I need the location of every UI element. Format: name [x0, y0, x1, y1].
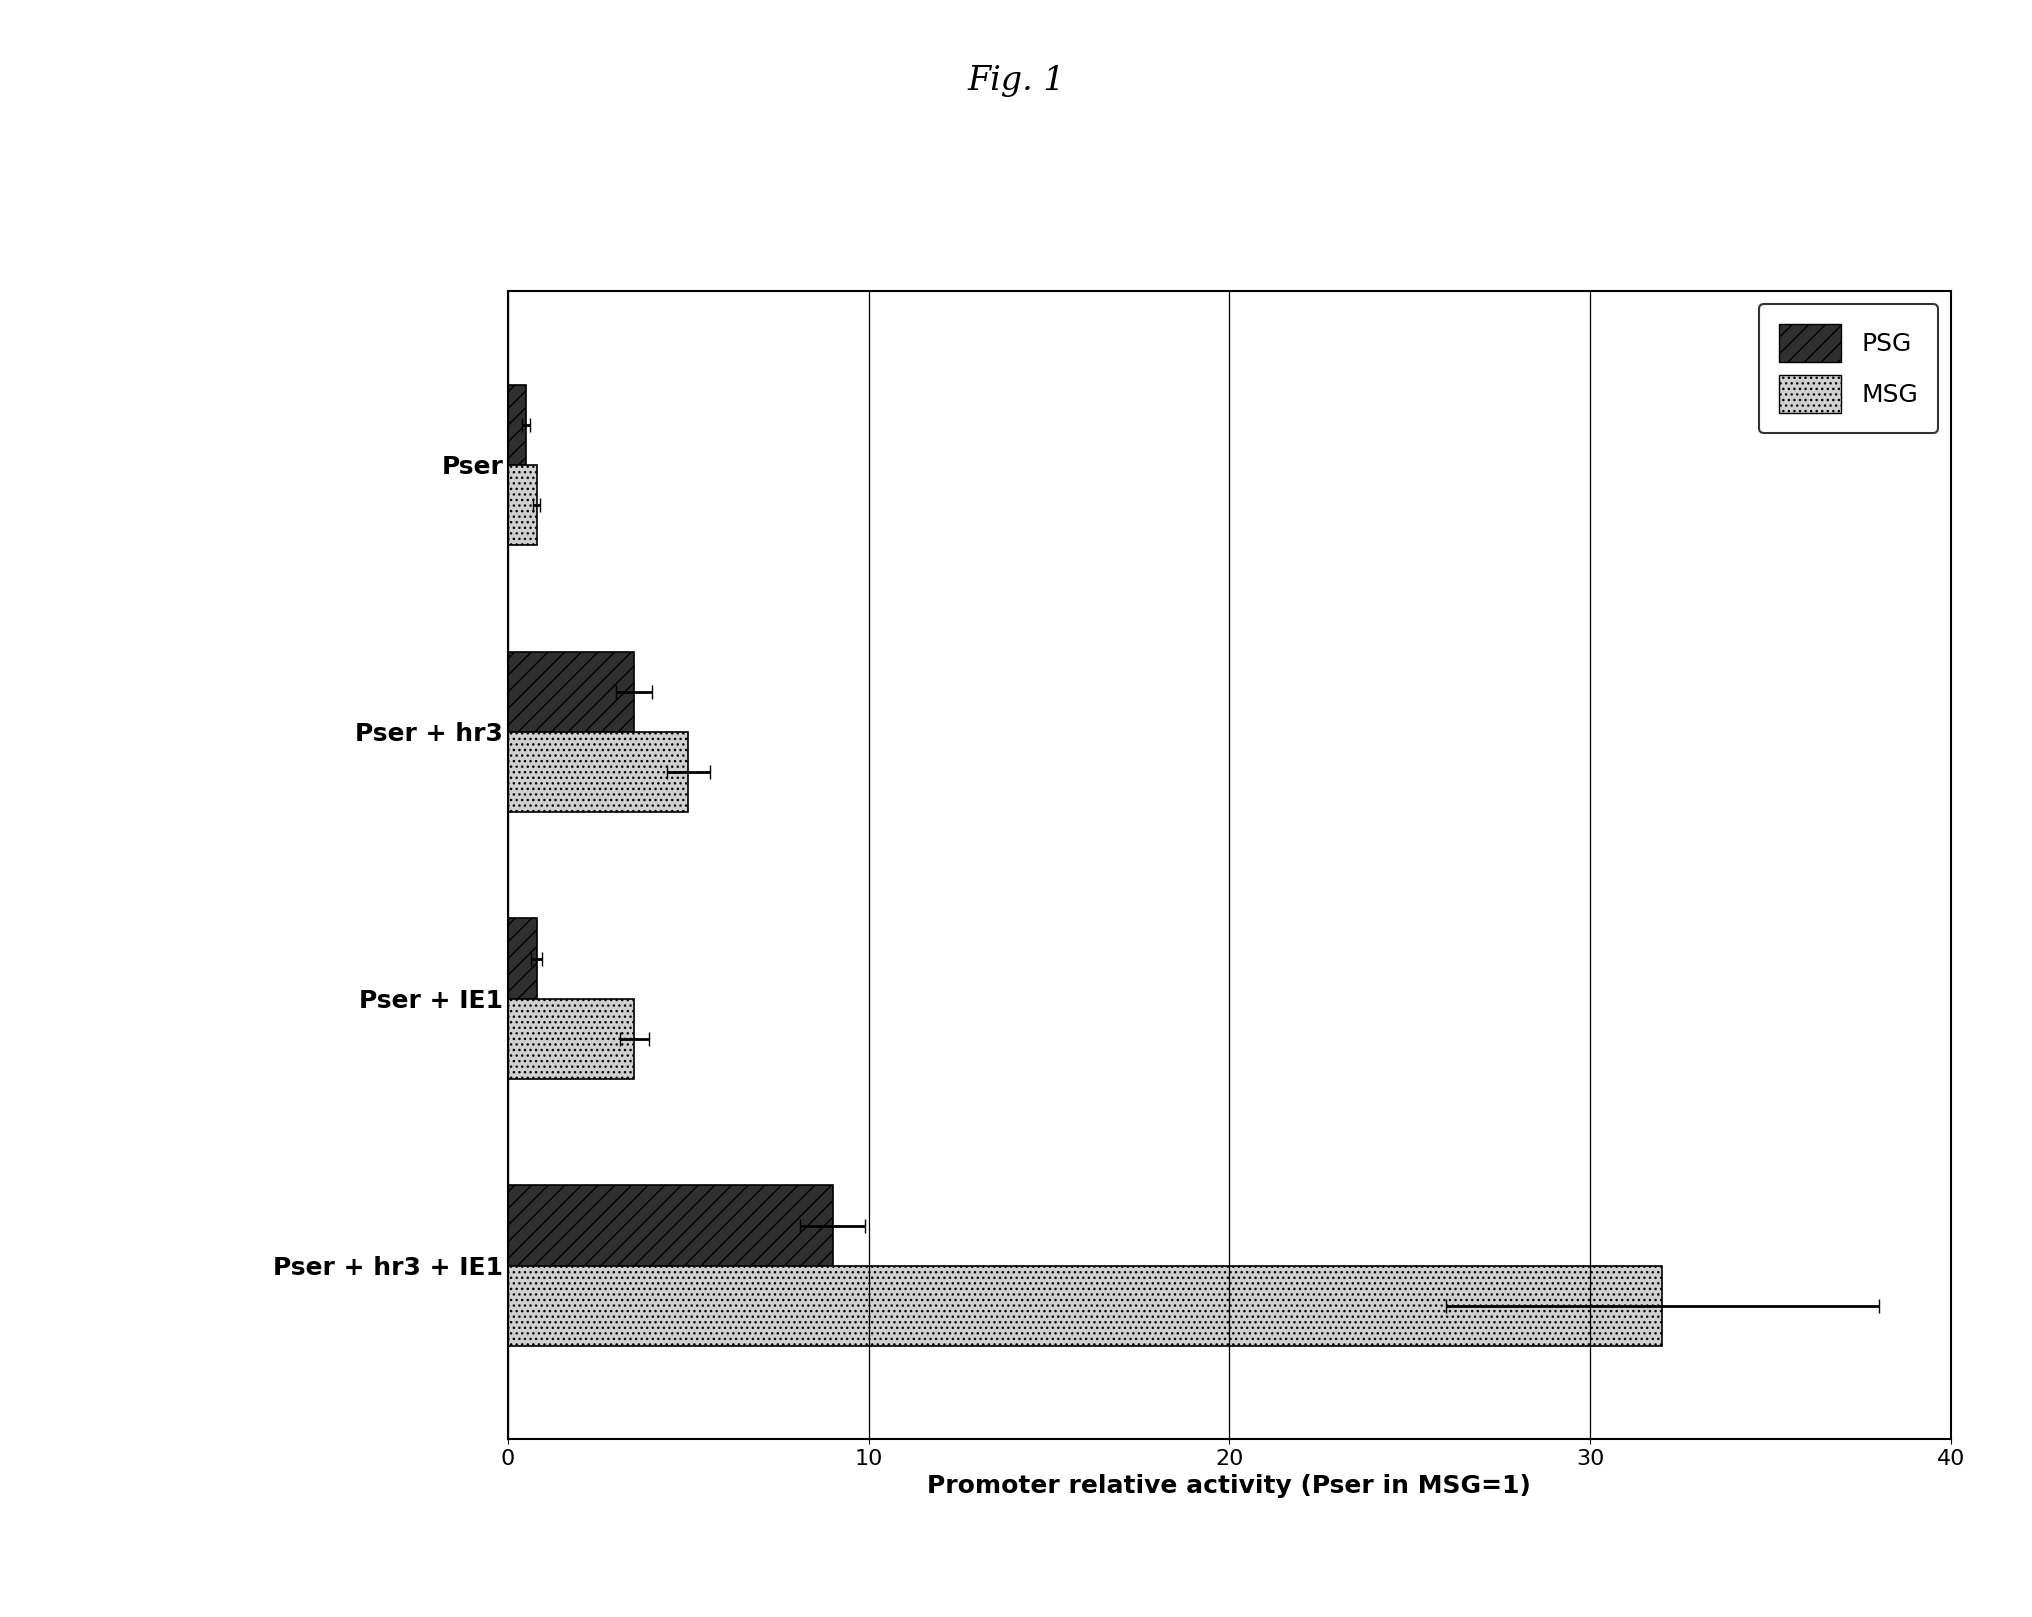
X-axis label: Promoter relative activity (Pser in MSG=1): Promoter relative activity (Pser in MSG=… — [927, 1475, 1532, 1499]
Bar — [508, 464, 536, 545]
Bar — [508, 999, 634, 1079]
Bar — [508, 731, 689, 812]
Bar — [508, 918, 536, 999]
Bar — [508, 652, 634, 731]
Text: Fig. 1: Fig. 1 — [967, 65, 1065, 97]
Legend: PSG, MSG: PSG, MSG — [1760, 304, 1939, 433]
Bar — [508, 1185, 833, 1266]
Bar — [508, 385, 526, 464]
Bar — [508, 1266, 1662, 1345]
